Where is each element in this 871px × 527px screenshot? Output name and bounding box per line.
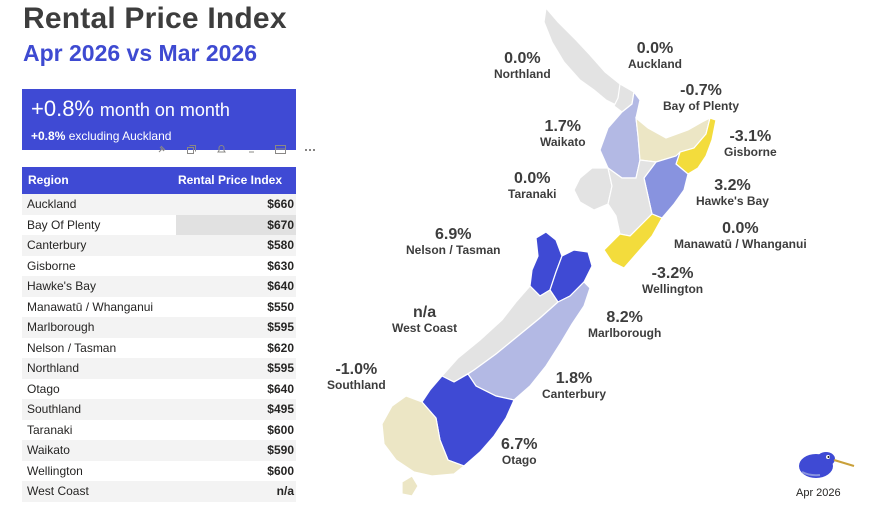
cell-index: $600	[267, 422, 294, 437]
cell-region: Hawke's Bay	[27, 279, 96, 293]
focus-mode-icon[interactable]	[274, 144, 287, 158]
label-waikato: 1.7% Waikato	[540, 118, 586, 149]
cell-index: $595	[267, 320, 294, 334]
cell-index: $495	[267, 402, 294, 416]
kpi-value-suffix: month on month	[99, 100, 230, 120]
kpi-main: +0.8% month on month	[31, 96, 230, 122]
cell-index: $550	[267, 299, 294, 314]
cell-region: Canterbury	[27, 238, 87, 252]
label-bay-of-plenty: -0.7% Bay of Plenty	[663, 82, 740, 113]
cell-index: $630	[267, 258, 294, 273]
table-row[interactable]: Taranaki $600	[22, 420, 296, 441]
cell-index: $600	[267, 463, 294, 478]
label-west-coast: n/a West Coast	[392, 304, 458, 335]
cell-index: $620	[267, 340, 294, 355]
label-hawkes-bay: 3.2% Hawke's Bay	[696, 177, 769, 208]
table-row[interactable]: Manawatū / Whanganui $550	[22, 297, 296, 318]
kpi-secondary-suffix: excluding Auckland	[68, 129, 172, 143]
cell-index: $670	[267, 217, 294, 232]
table-row[interactable]: Northland $595	[22, 358, 296, 379]
region-stewart-island[interactable]	[401, 475, 419, 497]
cell-region: Wellington	[27, 463, 83, 478]
label-nelson-tasman: 6.9% Nelson / Tasman	[406, 226, 501, 257]
pin-icon[interactable]	[156, 144, 167, 158]
region-canterbury[interactable]	[467, 281, 591, 401]
label-otago: 6.7% Otago	[501, 436, 538, 467]
table-row[interactable]: Marlborough $595	[22, 317, 296, 338]
cell-region: West Coast	[27, 484, 89, 498]
cell-region: Otago	[27, 381, 60, 396]
label-manawatu-whanganui: 0.0% Manawatū / Whanganui	[674, 220, 807, 251]
cell-region: Southland	[27, 402, 82, 416]
more-options-icon[interactable]	[304, 144, 316, 158]
column-header-region[interactable]: Region	[28, 173, 69, 187]
label-canterbury: 1.8% Canterbury	[542, 370, 607, 401]
label-southland: -1.0% Southland	[327, 361, 386, 392]
cell-region: Marlborough	[27, 320, 95, 334]
cell-region: Nelson / Tasman	[27, 340, 117, 355]
cell-index: $580	[267, 238, 294, 252]
table-row[interactable]: Gisborne $630	[22, 256, 296, 277]
table-row[interactable]: Canterbury $580	[22, 235, 296, 256]
column-header-index[interactable]: Rental Price Index	[177, 173, 282, 187]
label-gisborne: -3.1% Gisborne	[724, 128, 777, 159]
table-body: Auckland $660 Bay Of Plenty $670 Canterbury $…	[22, 194, 296, 502]
table-row[interactable]: Bay Of Plenty $670	[22, 214, 296, 236]
kpi-secondary: +0.8% excluding Auckland	[31, 129, 171, 143]
kpi-value: +0.8%	[31, 96, 94, 121]
label-auckland: 0.0% Auckland	[628, 40, 683, 71]
kiwi-logo-icon	[796, 448, 858, 485]
cell-index: n/a	[276, 484, 294, 498]
cell-region: Gisborne	[27, 258, 76, 273]
region-wellington[interactable]	[603, 213, 663, 269]
table-row[interactable]: Hawke's Bay $640	[22, 276, 296, 297]
table-row[interactable]: Auckland $660	[22, 194, 296, 215]
table-header: Region Rental Price Index	[22, 167, 296, 194]
cell-index: $640	[267, 381, 294, 396]
table-row[interactable]: Southland $495	[22, 399, 296, 420]
table-row[interactable]: Nelson / Tasman $620	[22, 338, 296, 359]
region-otago[interactable]	[421, 373, 515, 467]
visual-toolbar	[150, 144, 320, 158]
label-taranaki: 0.0% Taranaki	[508, 170, 557, 201]
table-row[interactable]: West Coast n/a	[22, 481, 296, 502]
region-northland[interactable]	[543, 6, 631, 107]
table-row[interactable]: Waikato $590	[22, 440, 296, 461]
cell-index: $595	[267, 361, 294, 375]
filter-icon[interactable]	[246, 144, 257, 158]
page-subtitle: Apr 2026 vs Mar 2026	[23, 40, 257, 66]
cell-region: Waikato	[27, 443, 70, 457]
region-taranaki[interactable]	[573, 167, 613, 211]
label-wellington: -3.2% Wellington	[642, 265, 704, 296]
cell-index: $640	[267, 279, 294, 293]
copy-icon[interactable]	[186, 144, 197, 158]
bell-icon[interactable]	[216, 144, 227, 158]
highlight-bar	[176, 214, 296, 235]
report-date: Apr 2026	[796, 487, 841, 499]
table-row[interactable]: Wellington $600	[22, 461, 296, 482]
cell-index: $590	[267, 443, 294, 457]
nz-map	[318, 0, 871, 527]
cell-region: Manawatū / Whanganui	[27, 299, 154, 314]
table-row[interactable]: Otago $640	[22, 379, 296, 400]
cell-region: Auckland	[27, 197, 77, 211]
cell-index: $660	[267, 197, 294, 211]
label-northland: 0.0% Northland	[494, 50, 551, 81]
kpi-card: +0.8% month on month +0.8% excluding Auc…	[22, 89, 296, 150]
rental-index-table: Region Rental Price Index Auckland $660 Ba…	[22, 167, 296, 502]
cell-region: Northland	[27, 361, 80, 375]
region-southland[interactable]	[381, 395, 466, 477]
kpi-secondary-value: +0.8%	[31, 129, 66, 143]
page-title: Rental Price Index	[23, 2, 287, 35]
cell-region: Bay Of Plenty	[27, 217, 101, 232]
cell-region: Taranaki	[27, 422, 73, 437]
label-marlborough: 8.2% Marlborough	[588, 309, 662, 340]
